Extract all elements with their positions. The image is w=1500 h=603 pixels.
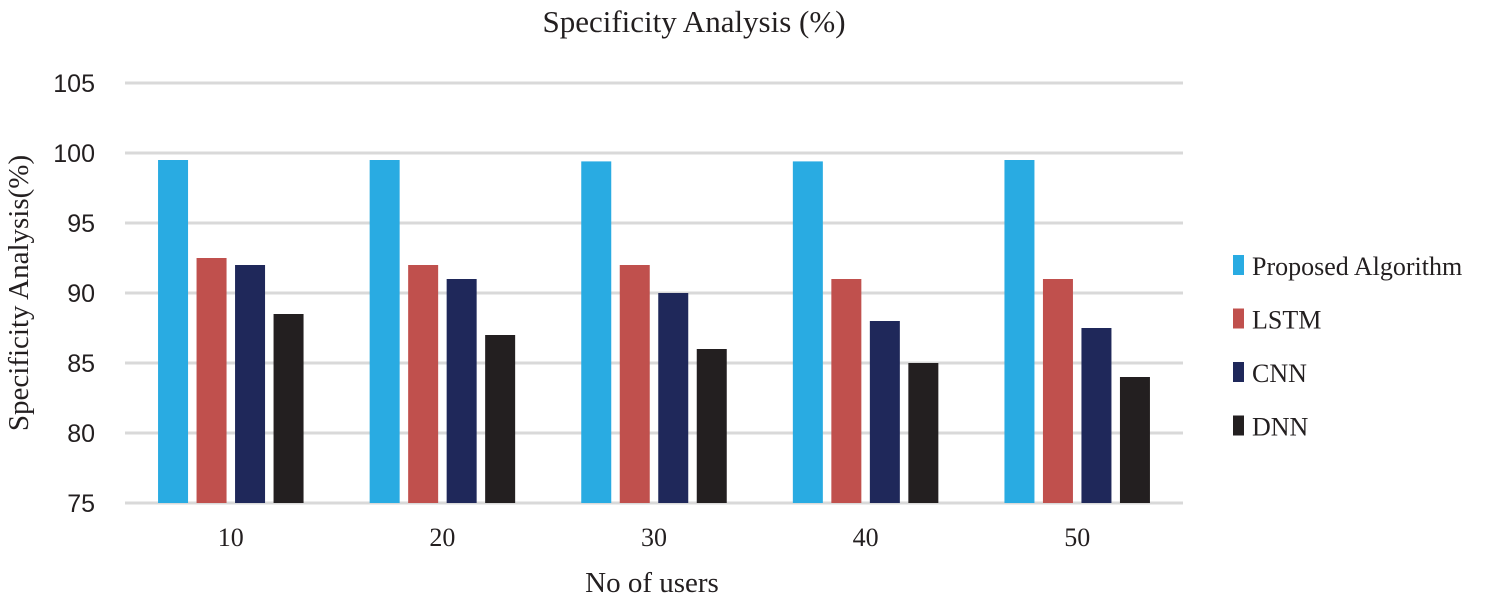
bars xyxy=(158,160,1150,503)
bar-cnn-40 xyxy=(869,321,900,503)
x-tick-label: 30 xyxy=(641,523,667,552)
bar-proposed-algorithm-40 xyxy=(792,161,823,503)
y-tick-label: 75 xyxy=(67,490,95,518)
legend-swatch xyxy=(1233,415,1244,436)
y-axis-ticks: 75 80 85 90 95 100 105 xyxy=(53,70,95,518)
legend-swatch xyxy=(1233,308,1244,329)
bar-lstm-50 xyxy=(1042,279,1073,503)
y-tick-label: 100 xyxy=(53,140,95,168)
bar-proposed-algorithm-20 xyxy=(369,160,400,503)
bar-dnn-10 xyxy=(273,314,304,503)
bar-cnn-50 xyxy=(1081,328,1112,503)
bar-cnn-10 xyxy=(235,265,266,503)
bar-lstm-20 xyxy=(408,265,439,503)
x-tick-label: 20 xyxy=(429,523,455,552)
x-axis-label: No of users xyxy=(585,567,719,599)
legend-swatch xyxy=(1233,255,1244,275)
legend-label: LSTM xyxy=(1252,306,1321,335)
bar-lstm-40 xyxy=(831,279,862,503)
legend-label: DNN xyxy=(1252,413,1309,442)
bar-lstm-30 xyxy=(619,265,650,503)
y-tick-label: 80 xyxy=(67,420,95,448)
bar-proposed-algorithm-50 xyxy=(1004,160,1035,503)
bar-lstm-10 xyxy=(196,258,227,503)
y-tick-label: 95 xyxy=(67,210,95,238)
bar-dnn-50 xyxy=(1119,377,1150,503)
y-tick-label: 105 xyxy=(53,70,95,98)
legend-label: Proposed Algorithm xyxy=(1252,252,1462,281)
legend-label: CNN xyxy=(1252,359,1307,388)
bar-cnn-30 xyxy=(658,293,689,503)
x-tick-label: 50 xyxy=(1064,523,1090,552)
bar-dnn-20 xyxy=(485,335,516,503)
x-axis-ticks: 10 20 30 40 50 xyxy=(218,523,1090,552)
x-tick-label: 10 xyxy=(218,523,244,552)
y-axis-label: Specificity Analysis(%) xyxy=(3,155,35,431)
bar-dnn-40 xyxy=(908,363,939,503)
bar-cnn-20 xyxy=(446,279,477,503)
legend-swatch xyxy=(1233,362,1244,382)
bar-proposed-algorithm-30 xyxy=(581,161,612,503)
y-tick-label: 90 xyxy=(67,280,95,308)
bar-proposed-algorithm-10 xyxy=(158,160,189,503)
x-tick-label: 40 xyxy=(853,523,879,552)
legend: Proposed Algorithm LSTM CNN DNN xyxy=(1233,252,1462,442)
y-tick-label: 85 xyxy=(67,350,95,378)
chart-title: Specificity Analysis (%) xyxy=(542,4,845,39)
bar-dnn-30 xyxy=(696,349,727,503)
